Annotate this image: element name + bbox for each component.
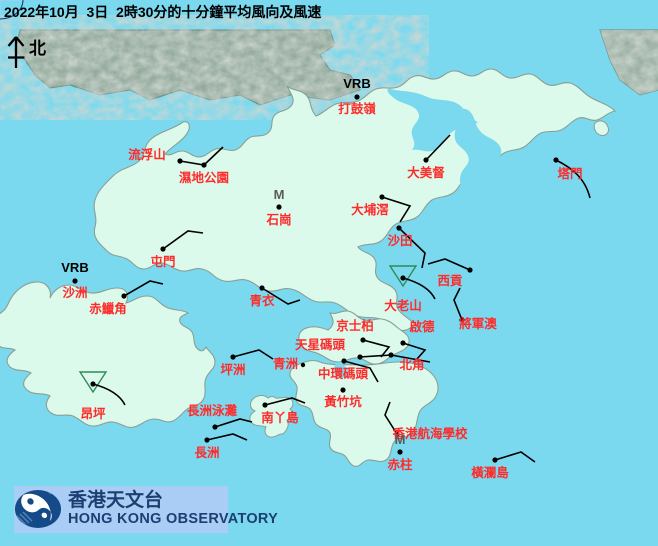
- svg-text:VRB: VRB: [61, 260, 88, 275]
- svg-text:青衣: 青衣: [249, 293, 275, 308]
- svg-text:天星碼頭: 天星碼頭: [295, 337, 346, 352]
- svg-text:沙田: 沙田: [387, 234, 412, 248]
- svg-text:坪洲: 坪洲: [220, 363, 245, 377]
- svg-text:北角: 北角: [399, 357, 424, 372]
- svg-text:中環碼頭: 中環碼頭: [318, 366, 369, 381]
- svg-text:橫瀾島: 橫瀾島: [471, 465, 509, 480]
- svg-text:VRB: VRB: [343, 76, 370, 91]
- svg-text:西貢: 西貢: [437, 274, 463, 288]
- svg-text:HONG KONG OBSERVATORY: HONG KONG OBSERVATORY: [68, 511, 278, 527]
- svg-text:啟德: 啟德: [409, 319, 435, 334]
- svg-text:長洲泳灘: 長洲泳灘: [187, 403, 238, 418]
- svg-text:流浮山: 流浮山: [128, 147, 166, 162]
- svg-text:將軍澳: 將軍澳: [459, 316, 497, 331]
- svg-text:青洲: 青洲: [273, 356, 298, 371]
- svg-text:黃竹坑: 黃竹坑: [323, 394, 362, 409]
- svg-text:大埔滘: 大埔滘: [351, 202, 389, 217]
- svg-text:赤鱲角: 赤鱲角: [89, 301, 127, 316]
- svg-text:赤柱: 赤柱: [387, 457, 413, 472]
- svg-text:北: 北: [29, 39, 46, 58]
- svg-text:大老山: 大老山: [384, 298, 422, 313]
- svg-text:打鼓嶺: 打鼓嶺: [338, 101, 376, 116]
- svg-text:石崗: 石崗: [265, 212, 291, 227]
- svg-text:濕地公園: 濕地公園: [179, 170, 229, 185]
- svg-text:屯門: 屯門: [150, 254, 175, 269]
- svg-text:沙洲: 沙洲: [62, 286, 87, 300]
- svg-text:京士柏: 京士柏: [336, 318, 374, 333]
- svg-text:長洲: 長洲: [194, 445, 219, 460]
- svg-text:塔門: 塔門: [557, 166, 582, 181]
- svg-text:南丫島: 南丫島: [261, 410, 299, 425]
- svg-text:昂坪: 昂坪: [80, 406, 106, 421]
- svg-text:M: M: [274, 187, 285, 202]
- svg-text:M: M: [395, 432, 406, 447]
- svg-text:香港天文台: 香港天文台: [67, 488, 163, 511]
- svg-text:大美督: 大美督: [407, 165, 445, 180]
